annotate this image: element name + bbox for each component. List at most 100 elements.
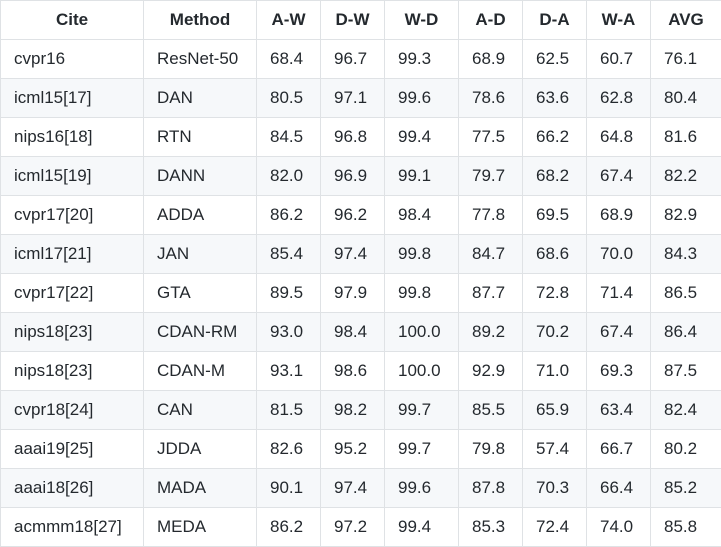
cell-d-w: 96.7 — [320, 39, 385, 79]
cell-cite: icml15[17] — [0, 78, 144, 118]
table-row: nips18[23] CDAN-RM 93.0 98.4 100.0 89.2 70.2 67… — [0, 312, 721, 352]
cell-avg: 76.1 — [650, 39, 721, 79]
header-a-w: A-W — [256, 0, 321, 40]
cell-a-w: 86.2 — [256, 507, 321, 547]
cell-cite: icml17[21] — [0, 234, 144, 274]
cell-method: CAN — [143, 390, 257, 430]
table-row: icml17[21] JAN 85.4 97.4 99.8 84.7 68.6 70.0 84.… — [0, 234, 721, 274]
header-d-a: D-A — [522, 0, 587, 40]
table-row: aaai19[25] JDDA 82.6 95.2 99.7 79.8 57.4 66.7 80… — [0, 429, 721, 469]
cell-w-a: 67.4 — [586, 156, 651, 196]
cell-a-d: 87.8 — [458, 468, 523, 508]
cell-w-d: 100.0 — [384, 351, 459, 391]
header-w-d: W-D — [384, 0, 459, 40]
cell-avg: 81.6 — [650, 117, 721, 157]
cell-d-a: 71.0 — [522, 351, 587, 391]
cell-w-a: 74.0 — [586, 507, 651, 547]
cell-a-w: 82.6 — [256, 429, 321, 469]
cell-a-d: 77.5 — [458, 117, 523, 157]
table-row: icml15[19] DANN 82.0 96.9 99.1 79.7 68.2 67.4 82… — [0, 156, 721, 196]
header-cite: Cite — [0, 0, 144, 40]
cell-a-w: 68.4 — [256, 39, 321, 79]
header-d-w: D-W — [320, 0, 385, 40]
cell-a-w: 89.5 — [256, 273, 321, 313]
header-row: Cite Method A-W D-W W-D A-D D-A W-A AVG — [0, 0, 721, 40]
cell-a-w: 86.2 — [256, 195, 321, 235]
cell-w-a: 66.7 — [586, 429, 651, 469]
cell-d-w: 98.6 — [320, 351, 385, 391]
cell-a-d: 85.3 — [458, 507, 523, 547]
cell-a-w: 80.5 — [256, 78, 321, 118]
cell-w-a: 63.4 — [586, 390, 651, 430]
cell-avg: 80.4 — [650, 78, 721, 118]
cell-w-d: 100.0 — [384, 312, 459, 352]
cell-w-d: 99.4 — [384, 507, 459, 547]
cell-d-w: 96.2 — [320, 195, 385, 235]
cell-w-d: 98.4 — [384, 195, 459, 235]
cell-cite: aaai19[25] — [0, 429, 144, 469]
cell-method: GTA — [143, 273, 257, 313]
cell-avg: 85.8 — [650, 507, 721, 547]
cell-avg: 82.4 — [650, 390, 721, 430]
cell-w-a: 67.4 — [586, 312, 651, 352]
cell-d-w: 95.2 — [320, 429, 385, 469]
table-row: cvpr17[20] ADDA 86.2 96.2 98.4 77.8 69.5 68.9 82… — [0, 195, 721, 235]
table-body: cvpr16 ResNet-50 68.4 96.7 99.3 68.9 62.5 60.7 7… — [0, 39, 721, 547]
cell-d-a: 57.4 — [522, 429, 587, 469]
cell-w-a: 68.9 — [586, 195, 651, 235]
cell-method: DAN — [143, 78, 257, 118]
cell-w-a: 62.8 — [586, 78, 651, 118]
cell-cite: cvpr16 — [0, 39, 144, 79]
cell-w-d: 99.4 — [384, 117, 459, 157]
cell-a-d: 84.7 — [458, 234, 523, 274]
cell-avg: 82.9 — [650, 195, 721, 235]
cell-w-a: 60.7 — [586, 39, 651, 79]
cell-d-w: 97.2 — [320, 507, 385, 547]
cell-method: JDDA — [143, 429, 257, 469]
header-a-d: A-D — [458, 0, 523, 40]
table-row: cvpr16 ResNet-50 68.4 96.7 99.3 68.9 62.5 60.7 7… — [0, 39, 721, 79]
cell-avg: 86.4 — [650, 312, 721, 352]
cell-d-w: 96.8 — [320, 117, 385, 157]
cell-cite: nips16[18] — [0, 117, 144, 157]
table-row: acmmm18[27] MEDA 86.2 97.2 99.4 85.3 72.4 74.0 8… — [0, 507, 721, 547]
cell-a-d: 79.8 — [458, 429, 523, 469]
cell-a-w: 90.1 — [256, 468, 321, 508]
cell-w-d: 99.3 — [384, 39, 459, 79]
cell-a-d: 79.7 — [458, 156, 523, 196]
cell-method: MEDA — [143, 507, 257, 547]
header-avg: AVG — [650, 0, 721, 40]
cell-a-w: 84.5 — [256, 117, 321, 157]
cell-w-a: 70.0 — [586, 234, 651, 274]
cell-d-a: 62.5 — [522, 39, 587, 79]
cell-cite: acmmm18[27] — [0, 507, 144, 547]
table-row: icml15[17] DAN 80.5 97.1 99.6 78.6 63.6 62.8 80.… — [0, 78, 721, 118]
cell-w-d: 99.8 — [384, 273, 459, 313]
cell-w-a: 64.8 — [586, 117, 651, 157]
cell-w-d: 99.7 — [384, 390, 459, 430]
cell-a-d: 77.8 — [458, 195, 523, 235]
cell-a-d: 89.2 — [458, 312, 523, 352]
cell-method: MADA — [143, 468, 257, 508]
cell-a-w: 85.4 — [256, 234, 321, 274]
cell-cite: icml15[19] — [0, 156, 144, 196]
cell-avg: 86.5 — [650, 273, 721, 313]
cell-d-a: 70.2 — [522, 312, 587, 352]
table-row: aaai18[26] MADA 90.1 97.4 99.6 87.8 70.3 66.4 85… — [0, 468, 721, 508]
table-row: nips16[18] RTN 84.5 96.8 99.4 77.5 66.2 64.8 81.… — [0, 117, 721, 157]
cell-a-w: 82.0 — [256, 156, 321, 196]
cell-a-d: 78.6 — [458, 78, 523, 118]
cell-method: CDAN-RM — [143, 312, 257, 352]
cell-d-a: 63.6 — [522, 78, 587, 118]
cell-w-d: 99.7 — [384, 429, 459, 469]
cell-d-a: 72.8 — [522, 273, 587, 313]
cell-w-a: 71.4 — [586, 273, 651, 313]
cell-method: ADDA — [143, 195, 257, 235]
cell-w-d: 99.6 — [384, 78, 459, 118]
table-row: cvpr18[24] CAN 81.5 98.2 99.7 85.5 65.9 63.4 82.… — [0, 390, 721, 430]
cell-w-d: 99.8 — [384, 234, 459, 274]
cell-cite: aaai18[26] — [0, 468, 144, 508]
cell-d-w: 98.4 — [320, 312, 385, 352]
header-method: Method — [143, 0, 257, 40]
cell-cite: cvpr17[20] — [0, 195, 144, 235]
